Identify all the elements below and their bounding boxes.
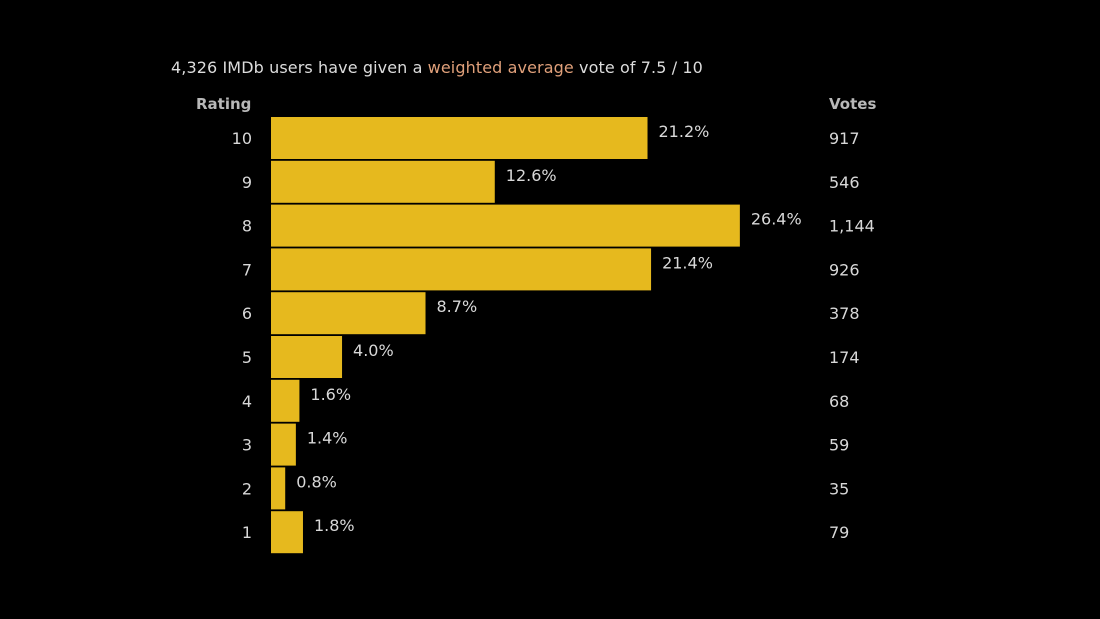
- percent-label: 12.6%: [506, 166, 557, 185]
- percent-label: 8.7%: [437, 297, 478, 316]
- rating-label: 4: [242, 392, 252, 411]
- weighted-average-link[interactable]: weighted average: [427, 58, 574, 77]
- votes-column-header: Votes: [829, 95, 877, 113]
- vote-count-label: 926: [829, 260, 860, 279]
- rating-label: 7: [242, 260, 252, 279]
- rating-label: 3: [242, 436, 252, 455]
- rating-bar[interactable]: [271, 160, 495, 203]
- percent-label: 26.4%: [751, 210, 802, 229]
- rating-label: 9: [242, 173, 252, 192]
- rating-bar[interactable]: [271, 423, 296, 466]
- percent-label: 1.4%: [307, 429, 348, 448]
- rating-bar[interactable]: [271, 336, 343, 378]
- percent-label: 21.4%: [662, 253, 713, 272]
- rating-column-header: Rating: [196, 95, 252, 113]
- rating-bar[interactable]: [271, 204, 740, 247]
- rating-summary: 4,326 IMDb users have given a weighted a…: [171, 58, 703, 77]
- vote-count-label: 378: [829, 304, 860, 323]
- rating-label: 8: [242, 217, 252, 236]
- vote-count-label: 1,144: [829, 217, 875, 236]
- vote-count-label: 174: [829, 348, 860, 367]
- percent-label: 4.0%: [353, 341, 394, 360]
- vote-count-label: 546: [829, 173, 860, 192]
- vote-count-label: 917: [829, 129, 860, 148]
- rating-label: 1: [242, 523, 252, 542]
- rating-bar[interactable]: [271, 117, 648, 159]
- percent-label: 21.2%: [659, 122, 710, 141]
- rating-label: 5: [242, 348, 252, 367]
- rating-bar[interactable]: [271, 379, 300, 422]
- rating-bar[interactable]: [271, 248, 652, 291]
- vote-count-label: 79: [829, 523, 849, 542]
- summary-prefix: 4,326 IMDb users have given a: [171, 58, 428, 77]
- rating-bar[interactable]: [271, 511, 303, 554]
- rating-bar[interactable]: [271, 467, 286, 510]
- summary-suffix: vote of 7.5 / 10: [573, 58, 703, 77]
- vote-count-label: 35: [829, 479, 849, 498]
- percent-label: 1.8%: [314, 516, 355, 535]
- rating-label: 2: [242, 479, 252, 498]
- vote-count-label: 68: [829, 392, 849, 411]
- vote-count-label: 59: [829, 436, 849, 455]
- rating-label: 10: [232, 129, 252, 148]
- percent-label: 1.6%: [310, 385, 351, 404]
- rating-label: 6: [242, 304, 252, 323]
- rating-bar[interactable]: [271, 292, 426, 335]
- percent-label: 0.8%: [296, 472, 337, 491]
